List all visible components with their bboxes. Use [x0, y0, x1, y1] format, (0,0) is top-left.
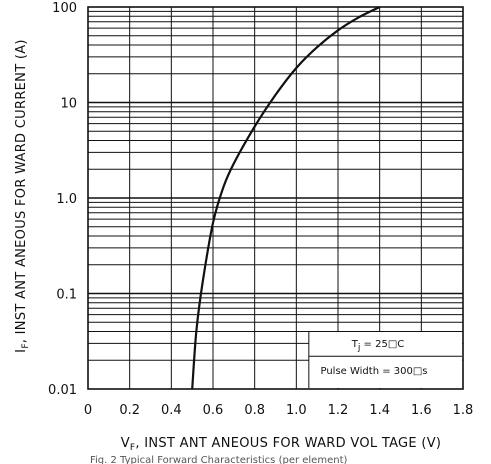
- y-tick-label: 1.0: [56, 192, 77, 207]
- x-axis-title-rest: , INST ANT ANEOUS FOR WARD VOL TAGE (V): [135, 436, 441, 451]
- x-tick-label: 1.8: [453, 403, 474, 418]
- pulse-width-note: Pulse Width = 300□s: [320, 366, 427, 377]
- junction-temp-sub: j: [357, 343, 361, 353]
- y-axis-title-main: I: [14, 349, 29, 353]
- x-axis-title-sub: F: [130, 443, 135, 453]
- junction-temperature-note: Tj = 25□C: [351, 339, 405, 353]
- figure-caption: Fig. 2 Typical Forward Characteristics (…: [90, 455, 347, 464]
- junction-temp-main: T: [351, 339, 359, 350]
- grid: [88, 7, 463, 389]
- y-tick-label: 10: [60, 97, 77, 112]
- x-axis-title: VF, INST ANT ANEOUS FOR WARD VOL TAGE (V…: [121, 436, 442, 453]
- junction-temp-rest: = 25□C: [360, 339, 404, 350]
- x-tick-label: 1.6: [411, 403, 432, 418]
- y-tick-label: 0.1: [56, 288, 77, 303]
- y-tick-label: 0.01: [48, 383, 77, 398]
- x-tick-label: 0.6: [203, 403, 224, 418]
- y-axis-title: IF, INST ANT ANEOUS FOR WARD CURRENT (A): [14, 39, 31, 353]
- x-tick-label: 0: [84, 403, 92, 418]
- y-tick-labels: 100 10 1.0 0.1 0.01: [48, 1, 77, 398]
- y-axis-title-rest: , INST ANT ANEOUS FOR WARD CURRENT (A): [14, 39, 29, 343]
- x-tick-label: 1.0: [286, 403, 307, 418]
- forward-current-curve: [191, 6, 381, 390]
- x-axis-title-main: V: [121, 436, 130, 451]
- annotation-box-bg: [308, 331, 462, 388]
- annotation-box: [308, 331, 462, 388]
- x-tick-label: 0.2: [119, 403, 140, 418]
- plot-frame: [87, 6, 464, 390]
- y-tick-label: 100: [52, 1, 77, 16]
- x-tick-label: 1.2: [328, 403, 349, 418]
- x-tick-label: 0.8: [244, 403, 265, 418]
- y-axis-title-sub: F: [21, 343, 31, 348]
- x-tick-label: 0.4: [161, 403, 182, 418]
- x-tick-labels: 0 0.2 0.4 0.6 0.8 1.0 1.2 1.4 1.6 1.8: [84, 403, 473, 418]
- x-tick-label: 1.4: [369, 403, 390, 418]
